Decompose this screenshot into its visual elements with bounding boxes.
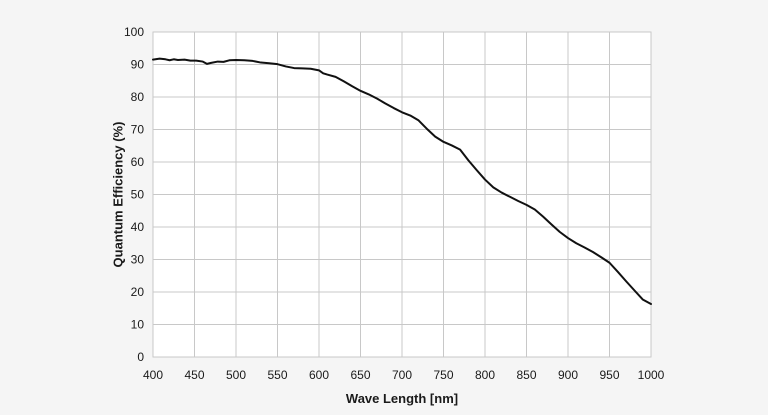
- x-tick-label: 750: [433, 368, 453, 382]
- y-tick-label: 90: [131, 58, 145, 72]
- x-tick-label: 850: [516, 368, 536, 382]
- x-tick-label: 650: [350, 368, 370, 382]
- y-tick-labels: 0 10 20 30 40 50 60 70 80 90 100: [124, 25, 144, 364]
- x-tick-label: 600: [309, 368, 329, 382]
- x-tick-labels: 400 450 500 550 600 650 700 750 800 850 900 950 1000: [143, 368, 665, 382]
- y-tick-label: 0: [137, 350, 144, 364]
- y-tick-label: 70: [131, 123, 145, 137]
- x-tick-label: 550: [267, 368, 287, 382]
- y-tick-label: 80: [131, 90, 145, 104]
- x-tick-label: 500: [226, 368, 246, 382]
- x-tick-label: 950: [599, 368, 619, 382]
- x-tick-label: 450: [184, 368, 204, 382]
- series-line: [152, 57, 652, 306]
- y-tick-label: 40: [131, 220, 145, 234]
- x-tick-label: 1000: [638, 368, 665, 382]
- y-tick-label: 60: [131, 155, 145, 169]
- x-tick-label: 400: [143, 368, 163, 382]
- y-tick-label: 10: [131, 318, 145, 332]
- y-tick-label: 20: [131, 285, 145, 299]
- y-tick-label: 30: [131, 253, 145, 267]
- x-axis-label: Wave Length [nm]: [346, 391, 458, 406]
- horizontal-gridlines: [153, 31, 651, 358]
- x-tick-label: 900: [558, 368, 578, 382]
- x-tick-label: 800: [475, 368, 495, 382]
- y-tick-label: 100: [124, 25, 144, 39]
- x-tick-label: 700: [392, 368, 412, 382]
- y-axis-label: Quantum Efficiency (%): [110, 122, 125, 268]
- y-tick-label: 50: [131, 188, 145, 202]
